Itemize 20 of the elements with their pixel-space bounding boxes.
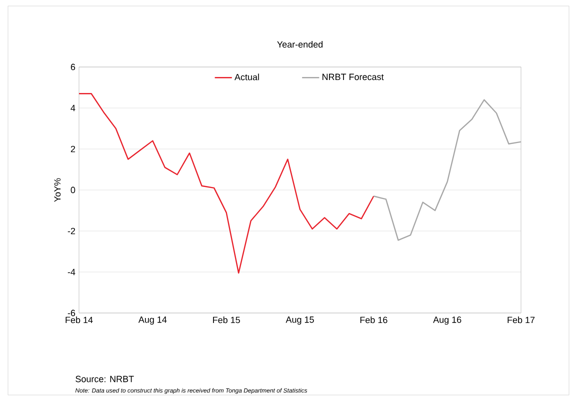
x-tick-label: Feb 15 (213, 316, 240, 324)
x-tick-label: Feb 14 (66, 316, 93, 324)
y-axis-title: YoY% (54, 178, 61, 202)
x-tick-label: Feb 16 (360, 316, 388, 324)
y-tick-label: -2 (68, 228, 76, 234)
legend-label: NRBT Forecast (322, 74, 384, 80)
y-tick-label: 6 (70, 64, 76, 70)
y-tick-label: -4 (68, 268, 76, 276)
y-tick-label: 2 (70, 146, 76, 152)
y-tick-label: -6 (68, 310, 76, 316)
source-note: Source: NRBT (76, 376, 134, 382)
legend-label: Actual (234, 74, 259, 80)
chart-title: Year-ended (277, 41, 323, 48)
x-tick-label: Aug 14 (138, 316, 167, 325)
y-tick-label: 0 (70, 186, 76, 194)
x-tick-label: Aug 16 (433, 316, 462, 325)
y-tick-label: 4 (70, 104, 76, 112)
x-tick-label: Aug 15 (286, 316, 314, 325)
line-series (78, 93, 374, 274)
x-tick-label: Feb 17 (508, 316, 535, 324)
